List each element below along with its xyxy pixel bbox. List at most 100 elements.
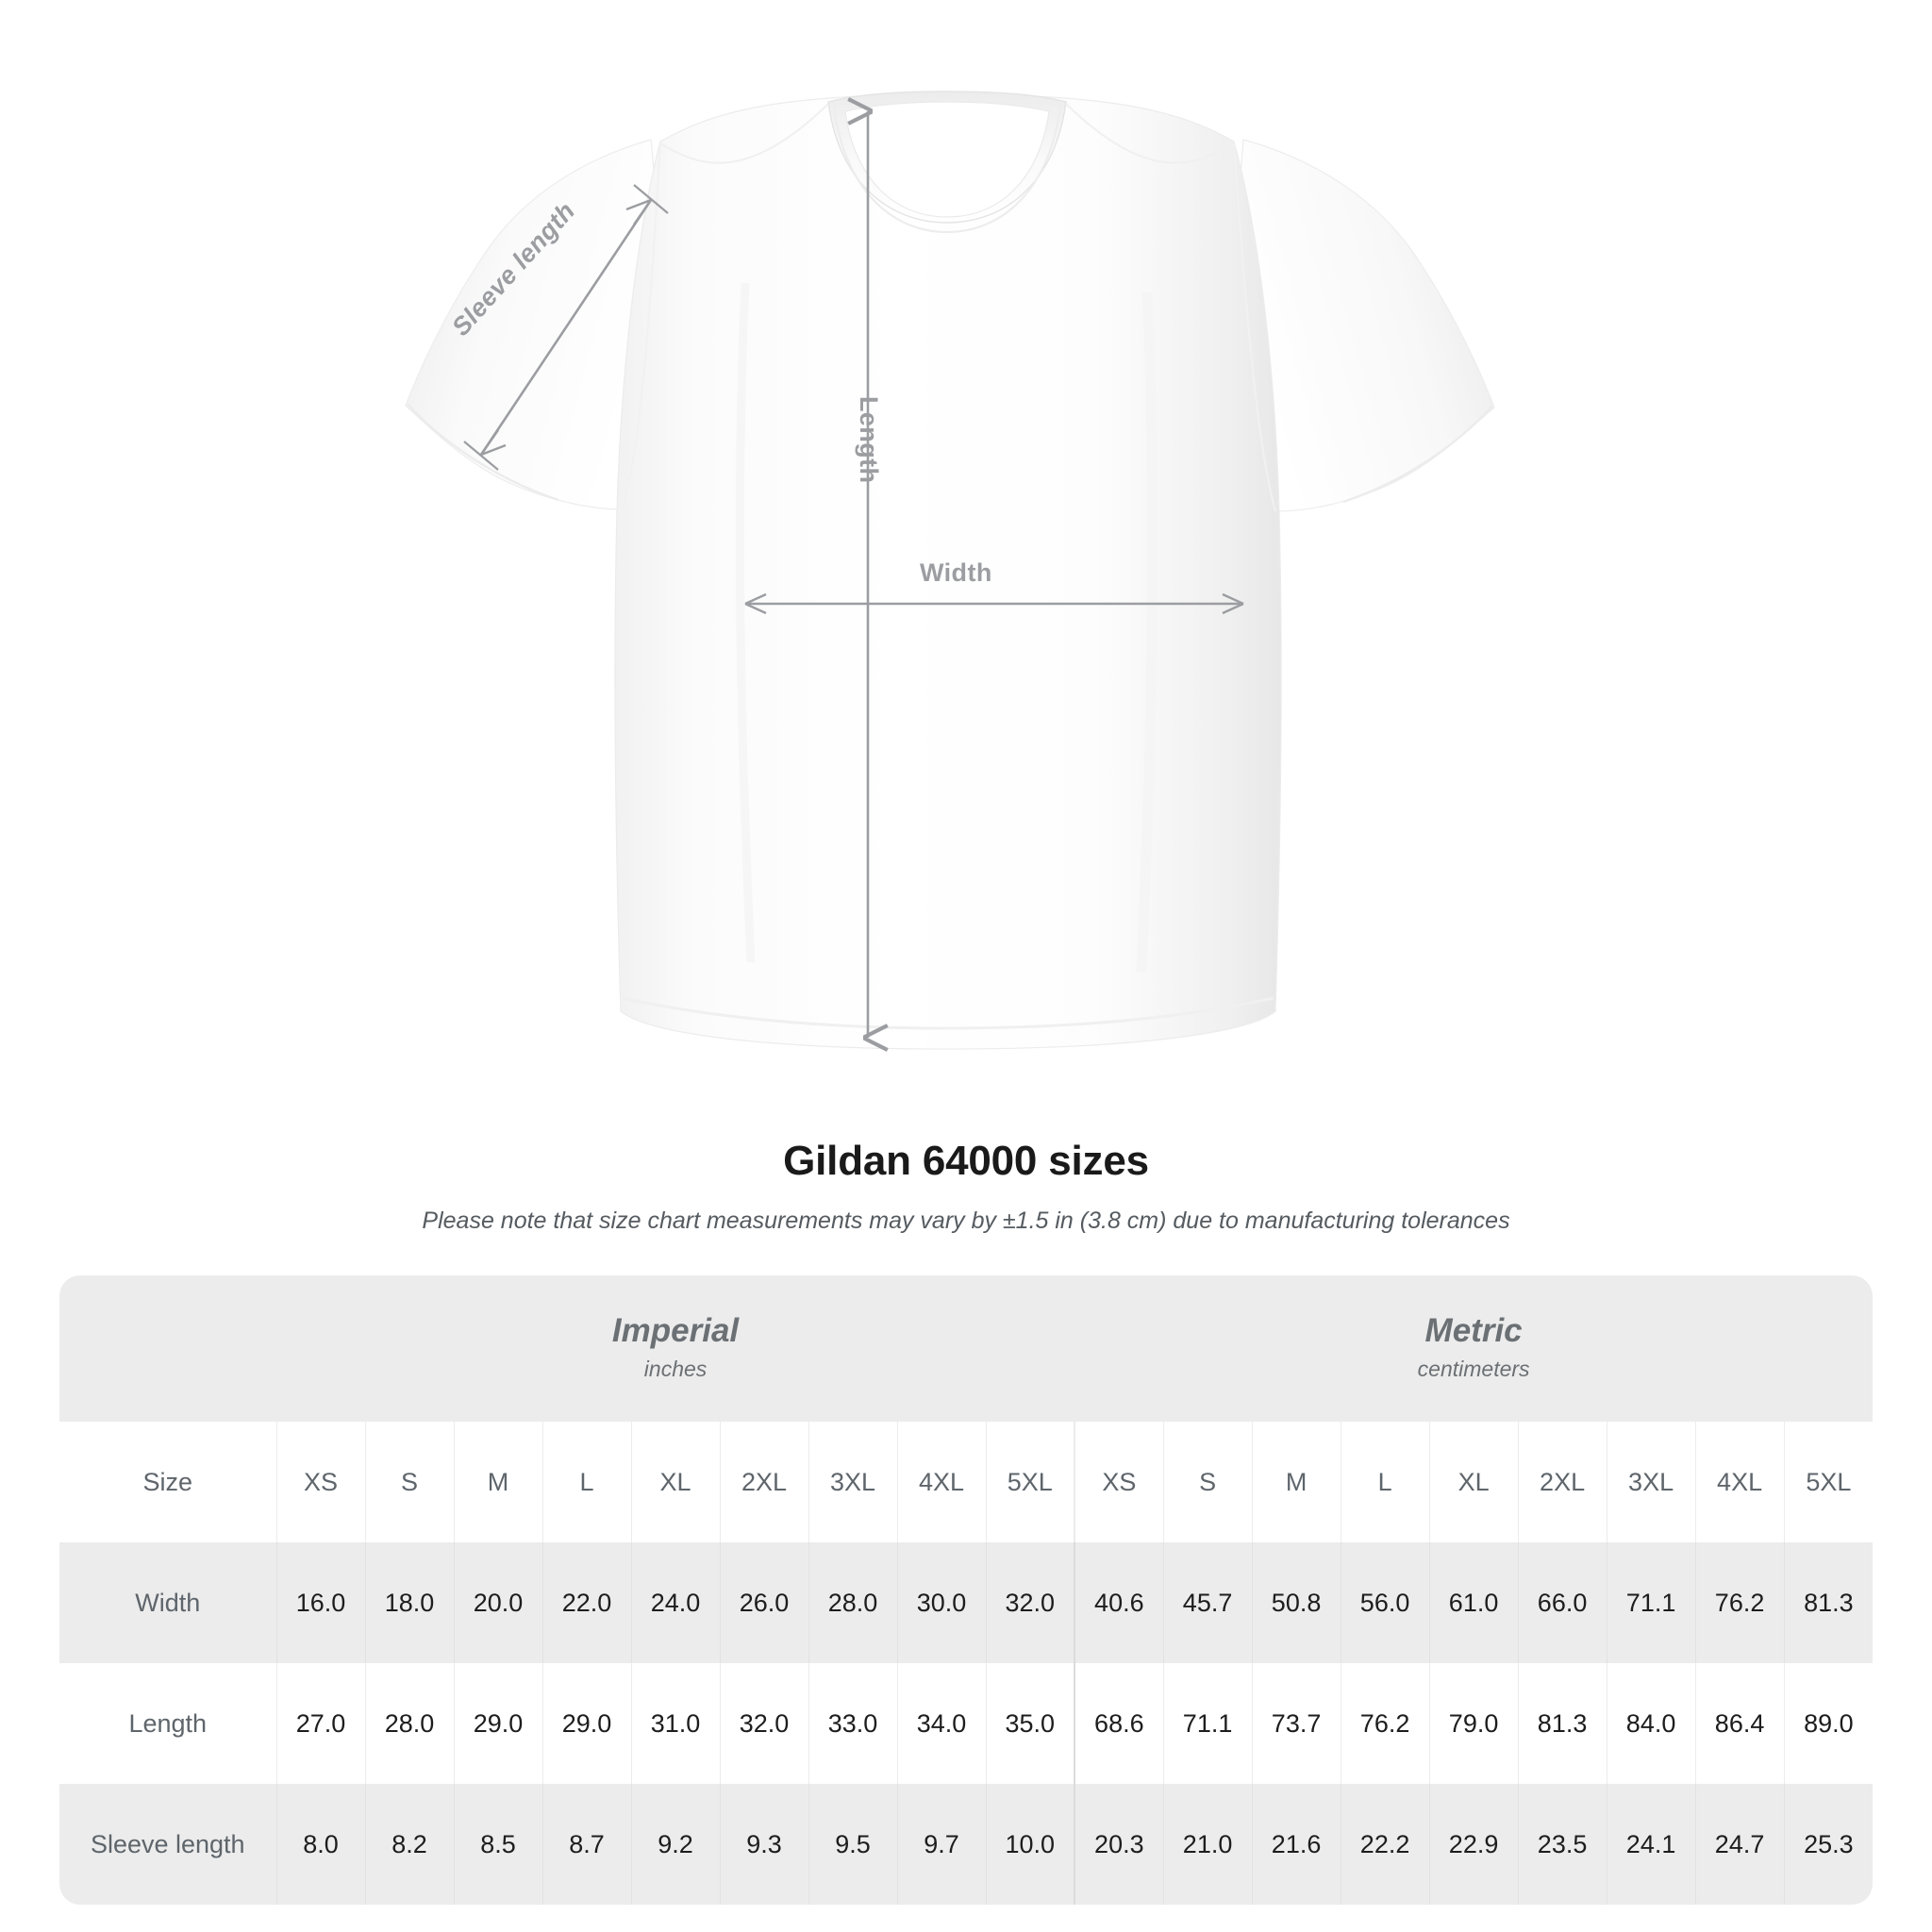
imperial-label: Imperial	[611, 1312, 740, 1350]
cell-sleeve-metric-7: 24.7	[1695, 1784, 1785, 1905]
right-sleeve-hem	[1342, 405, 1493, 504]
size-header-row: Size XS S M L XL 2XL 3XL 4XL 5XL XS S M …	[59, 1422, 1873, 1542]
size-header-imperial-6: 3XL	[808, 1422, 898, 1542]
cell-width-imperial-4: 24.0	[631, 1542, 721, 1663]
row-label-length: Length	[59, 1663, 277, 1784]
cell-length-imperial-2: 29.0	[454, 1663, 543, 1784]
cell-width-metric-4: 61.0	[1429, 1542, 1519, 1663]
right-shoulder-seam	[1065, 103, 1235, 164]
cell-sleeve-metric-8: 25.3	[1784, 1784, 1873, 1905]
right-armhole-seam	[1233, 142, 1276, 512]
metric-label: Metric	[1424, 1312, 1523, 1350]
cell-width-metric-0: 40.6	[1074, 1542, 1164, 1663]
size-header-metric-1: S	[1163, 1422, 1253, 1542]
length-label: Length	[855, 396, 883, 484]
row-label-width: Width	[59, 1542, 277, 1663]
size-header-label: Size	[59, 1422, 277, 1542]
fabric-fold-left	[735, 282, 756, 963]
cell-width-metric-5: 66.0	[1518, 1542, 1607, 1663]
metric-sublabel: centimeters	[1417, 1356, 1530, 1381]
cell-length-imperial-1: 28.0	[365, 1663, 455, 1784]
cell-sleeve-imperial-0: 8.0	[276, 1784, 366, 1905]
cell-length-imperial-4: 31.0	[631, 1663, 721, 1784]
cell-width-metric-7: 76.2	[1695, 1542, 1785, 1663]
cell-length-metric-1: 71.1	[1163, 1663, 1253, 1784]
cell-sleeve-metric-6: 24.1	[1607, 1784, 1696, 1905]
imperial-sublabel: inches	[643, 1356, 708, 1381]
size-chart-table-container: Imperial inches Metric centimeters Size …	[59, 1275, 1873, 1905]
cell-width-imperial-6: 28.0	[808, 1542, 898, 1663]
cell-width-metric-1: 45.7	[1163, 1542, 1253, 1663]
size-header-imperial-0: XS	[276, 1422, 366, 1542]
shirt-body	[614, 93, 1282, 1050]
unit-header-row: Imperial inches Metric centimeters	[59, 1275, 1873, 1422]
cell-length-metric-4: 79.0	[1429, 1663, 1519, 1784]
tshirt-illustration	[405, 91, 1495, 1113]
size-header-metric-5: 2XL	[1518, 1422, 1607, 1542]
cell-sleeve-imperial-7: 9.7	[897, 1784, 987, 1905]
cell-length-metric-7: 86.4	[1695, 1663, 1785, 1784]
cell-sleeve-metric-5: 23.5	[1518, 1784, 1607, 1905]
cell-length-imperial-0: 27.0	[276, 1663, 366, 1784]
cell-length-imperial-3: 29.0	[542, 1663, 632, 1784]
cell-sleeve-imperial-3: 8.7	[542, 1784, 632, 1905]
cell-length-metric-3: 76.2	[1341, 1663, 1430, 1784]
cell-width-imperial-7: 30.0	[897, 1542, 987, 1663]
title-block: Gildan 64000 sizes Please note that size…	[0, 1137, 1932, 1236]
cell-length-metric-2: 73.7	[1252, 1663, 1341, 1784]
cell-width-imperial-3: 22.0	[542, 1542, 632, 1663]
cell-width-metric-8: 81.3	[1784, 1542, 1873, 1663]
cell-length-imperial-7: 34.0	[897, 1663, 987, 1784]
sleeve-measure-line	[463, 184, 669, 471]
cell-sleeve-imperial-8: 10.0	[986, 1784, 1075, 1905]
cell-width-imperial-2: 20.0	[454, 1542, 543, 1663]
size-header-imperial-7: 4XL	[897, 1422, 987, 1542]
size-header-metric-4: XL	[1429, 1422, 1519, 1542]
table-row: Length 27.0 28.0 29.0 29.0 31.0 32.0 33.…	[59, 1663, 1873, 1784]
cell-sleeve-imperial-4: 9.2	[631, 1784, 721, 1905]
cell-sleeve-metric-1: 21.0	[1163, 1784, 1253, 1905]
cell-sleeve-imperial-1: 8.2	[365, 1784, 455, 1905]
cell-sleeve-metric-0: 20.3	[1074, 1784, 1164, 1905]
unit-row-spacer	[59, 1275, 276, 1422]
tshirt-diagram: Sleeve length Length Width	[405, 91, 1495, 1113]
left-sleeve-hem	[407, 403, 559, 502]
page-subtitle: Please note that size chart measurements…	[422, 1207, 1510, 1234]
left-shoulder-seam	[659, 103, 829, 164]
size-header-metric-8: 5XL	[1784, 1422, 1873, 1542]
size-header-metric-3: L	[1341, 1422, 1430, 1542]
cell-sleeve-metric-3: 22.2	[1341, 1784, 1430, 1905]
table-row: Sleeve length 8.0 8.2 8.5 8.7 9.2 9.3 9.…	[59, 1784, 1873, 1905]
cell-length-metric-5: 81.3	[1518, 1663, 1607, 1784]
width-measure-line	[744, 592, 1244, 615]
cell-length-metric-6: 84.0	[1607, 1663, 1696, 1784]
size-header-imperial-2: M	[454, 1422, 543, 1542]
cell-length-imperial-8: 35.0	[986, 1663, 1075, 1784]
metric-unit-cell: Metric centimeters	[1074, 1275, 1873, 1422]
cell-length-metric-8: 89.0	[1784, 1663, 1873, 1784]
left-armhole-seam	[622, 142, 661, 510]
cell-sleeve-imperial-2: 8.5	[454, 1784, 543, 1905]
size-header-metric-0: XS	[1074, 1422, 1164, 1542]
cell-width-imperial-0: 16.0	[276, 1542, 366, 1663]
cell-sleeve-imperial-5: 9.3	[720, 1784, 809, 1905]
fabric-fold-right	[1136, 291, 1158, 973]
cell-length-imperial-6: 33.0	[808, 1663, 898, 1784]
cell-width-imperial-5: 26.0	[720, 1542, 809, 1663]
size-chart-table: Imperial inches Metric centimeters Size …	[59, 1275, 1873, 1905]
cell-width-metric-3: 56.0	[1341, 1542, 1430, 1663]
table-row: Width 16.0 18.0 20.0 22.0 24.0 26.0 28.0…	[59, 1542, 1873, 1663]
cell-sleeve-metric-2: 21.6	[1252, 1784, 1341, 1905]
cell-sleeve-imperial-6: 9.5	[808, 1784, 898, 1905]
page-title: Gildan 64000 sizes	[783, 1138, 1149, 1184]
size-header-imperial-4: XL	[631, 1422, 721, 1542]
width-label: Width	[920, 558, 992, 587]
size-header-metric-7: 4XL	[1695, 1422, 1785, 1542]
cell-length-imperial-5: 32.0	[720, 1663, 809, 1784]
cell-width-imperial-8: 32.0	[986, 1542, 1075, 1663]
cell-width-metric-6: 71.1	[1607, 1542, 1696, 1663]
size-header-imperial-8: 5XL	[986, 1422, 1075, 1542]
row-label-sleeve-length: Sleeve length	[59, 1784, 277, 1905]
cell-length-metric-0: 68.6	[1074, 1663, 1164, 1784]
